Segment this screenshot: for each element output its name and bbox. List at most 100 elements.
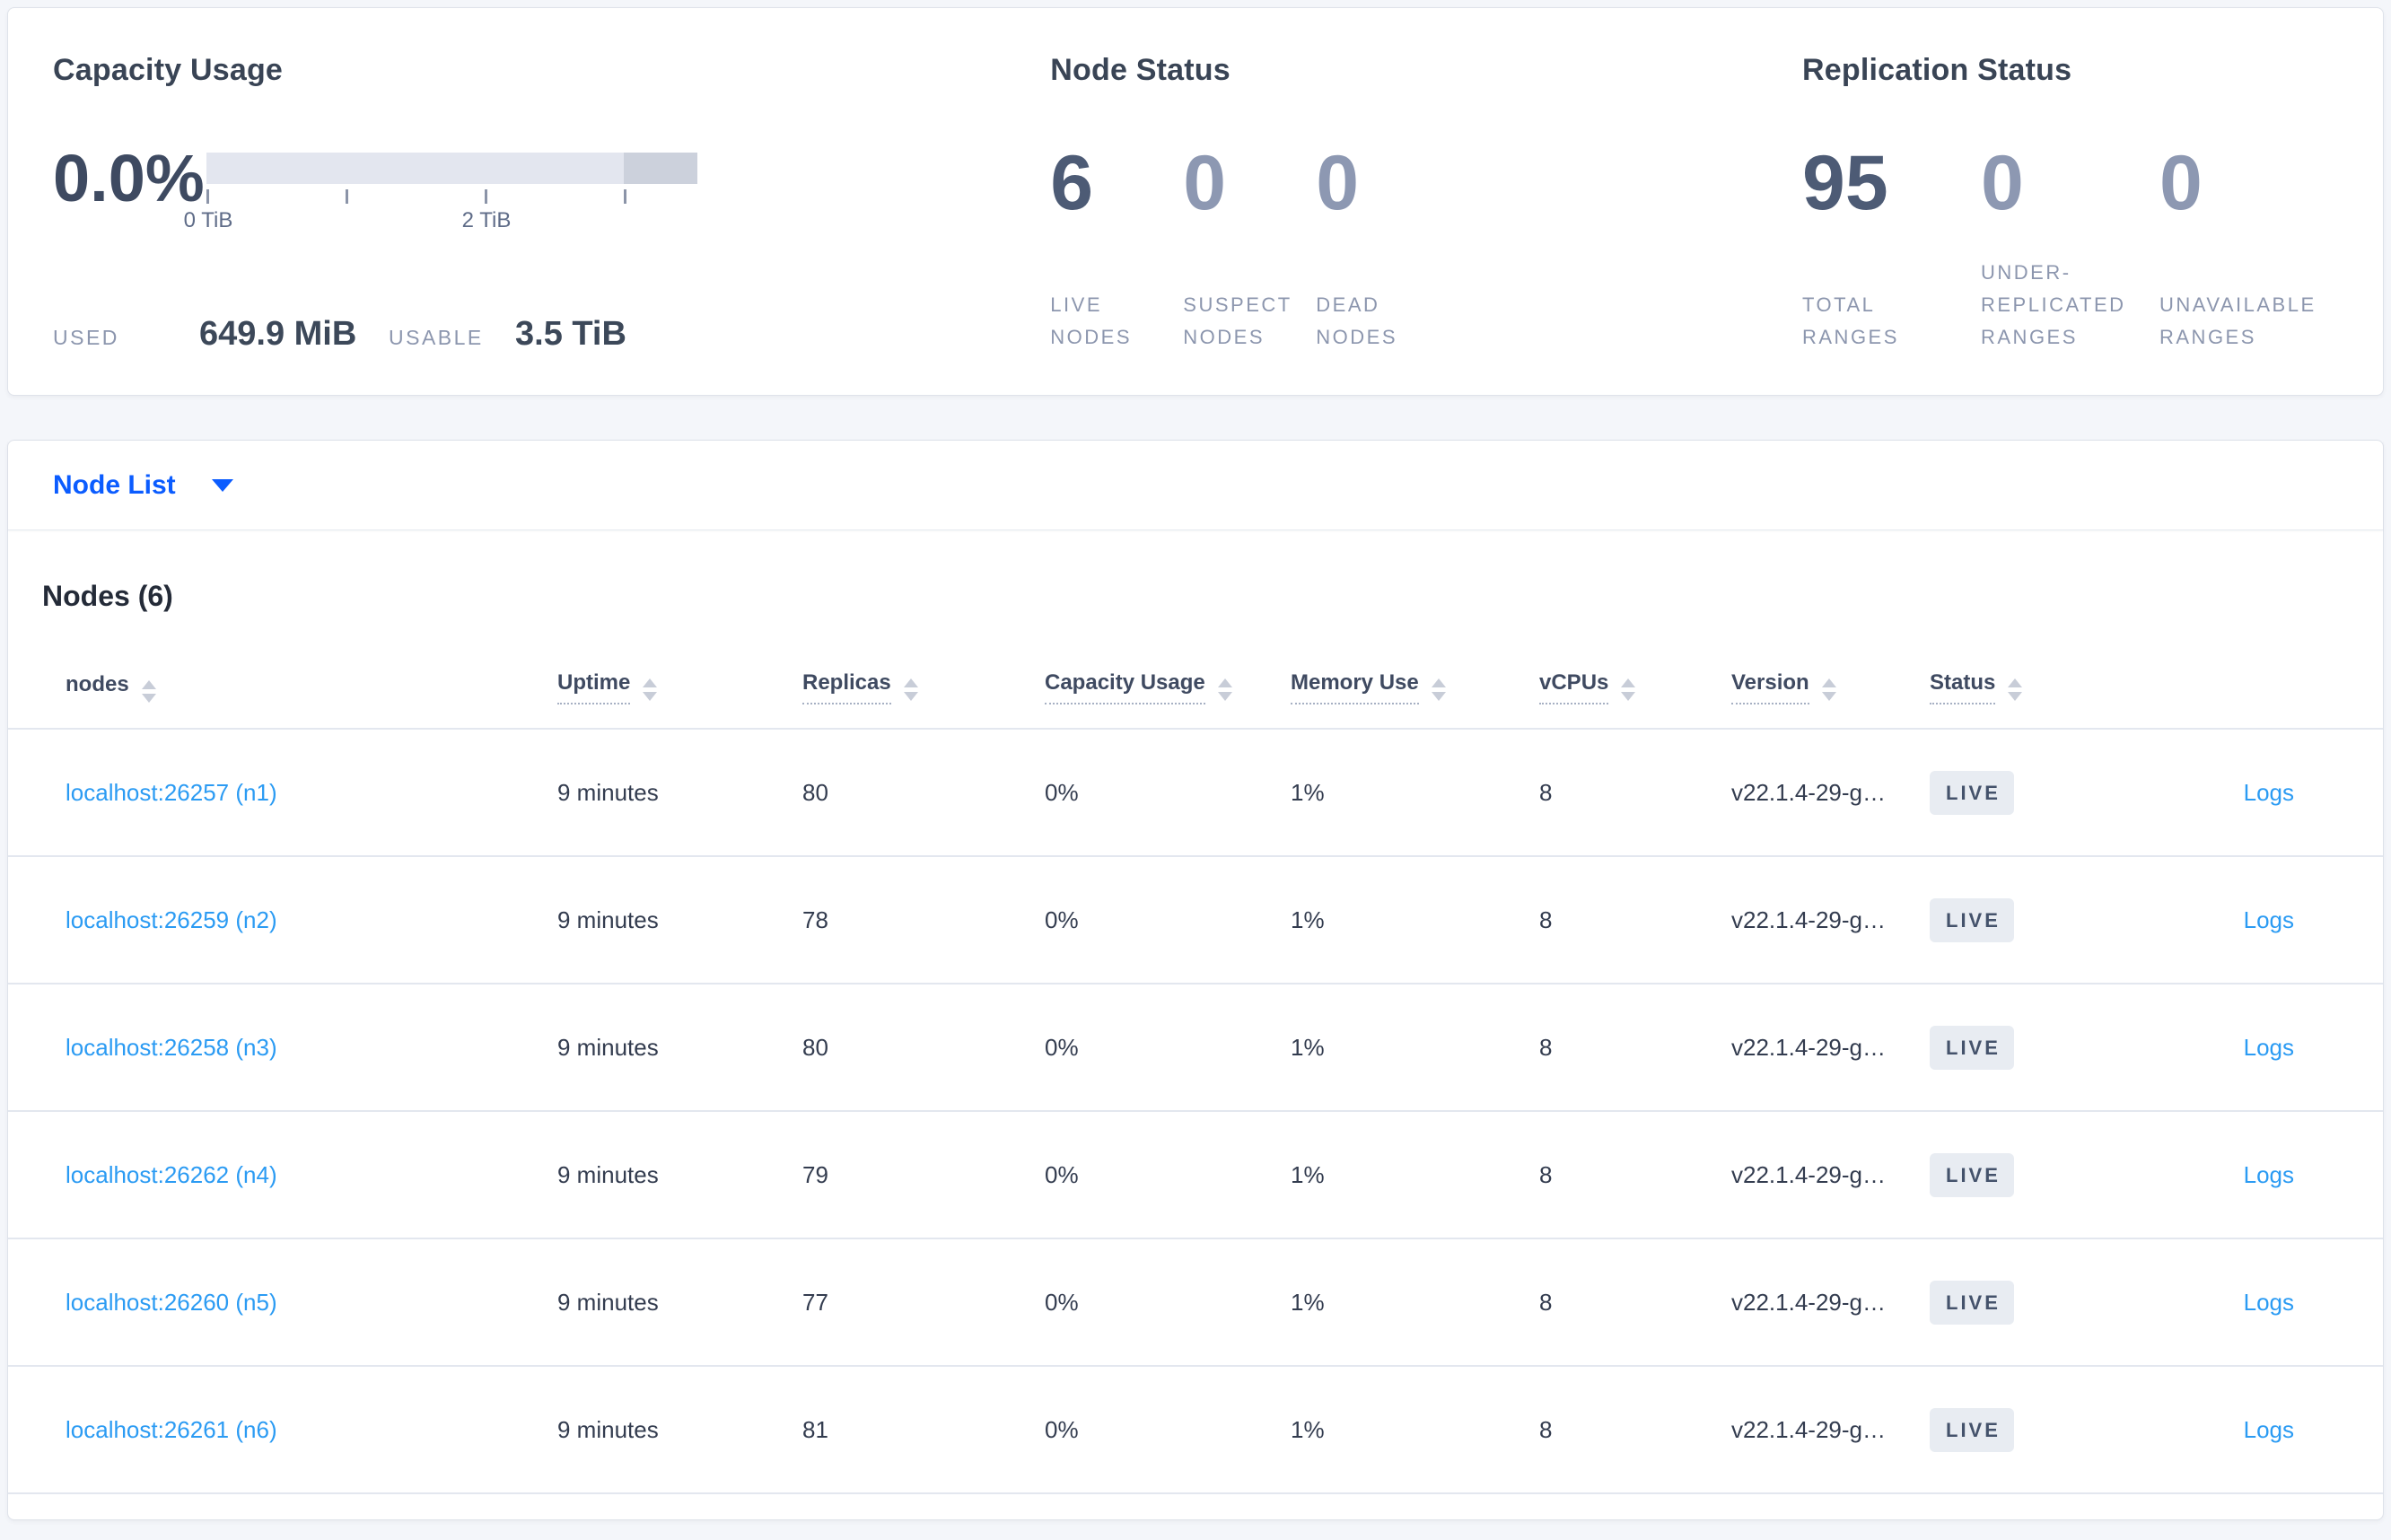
gauge-tick [485, 189, 487, 204]
logs-link[interactable]: Logs [2243, 906, 2294, 933]
gauge-tick-label: 2 TiB [461, 208, 512, 232]
node-list-card: Node List Nodes (6) nodes Uptime Replica… [7, 440, 2384, 1520]
replication-stat: 0 UNDER-REPLICATED RANGES [1981, 144, 2159, 354]
stat-label: UNAVAILABLE RANGES [2159, 293, 2317, 348]
sort-icon [1621, 678, 1636, 701]
node-address-link[interactable]: localhost:26257 (n1) [66, 778, 277, 806]
version-cell: v22.1.4-29-g… [1731, 1033, 1886, 1061]
table-row: localhost:26258 (n3) 9 minutes 80 0% 1% … [8, 984, 2383, 1112]
column-header-uptime[interactable]: Uptime [557, 670, 802, 704]
capacity-gauge-track [206, 153, 697, 184]
sort-icon [141, 680, 156, 703]
uptime-cell: 9 minutes [557, 778, 659, 806]
capacity-usage-cell: 0% [1045, 1415, 1079, 1443]
column-header-capacity-usage[interactable]: Capacity Usage [1045, 670, 1291, 704]
table-row: localhost:26261 (n6) 9 minutes 81 0% 1% … [8, 1367, 2383, 1494]
column-header-vcpus[interactable]: vCPUs [1539, 670, 1731, 704]
node-address-link[interactable]: localhost:26259 (n2) [66, 906, 277, 933]
column-header-memory-use[interactable]: Memory Use [1291, 670, 1539, 704]
version-cell: v22.1.4-29-g… [1731, 906, 1886, 933]
node-address-link[interactable]: localhost:26258 (n3) [66, 1033, 277, 1061]
column-header-version[interactable]: Version [1731, 670, 1930, 704]
nodes-table-body: localhost:26257 (n1) 9 minutes 80 0% 1% … [8, 730, 2383, 1494]
column-header-replicas[interactable]: Replicas [802, 670, 1045, 704]
replicas-cell: 80 [802, 1033, 828, 1061]
stat-label: SUSPECT NODES [1183, 293, 1292, 348]
capacity-usage-section: Capacity Usage 0.0% 0 TiB 2 TiB USED [53, 53, 1050, 353]
gauge-tick [206, 189, 209, 204]
stat-value: 0 [2159, 140, 2203, 226]
uptime-cell: 9 minutes [557, 1288, 659, 1316]
table-row: localhost:26260 (n5) 9 minutes 77 0% 1% … [8, 1239, 2383, 1367]
table-row: localhost:26259 (n2) 9 minutes 78 0% 1% … [8, 857, 2383, 984]
replicas-cell: 81 [802, 1415, 828, 1443]
replicas-cell: 78 [802, 906, 828, 933]
capacity-percent: 0.0% [53, 141, 205, 215]
table-row: localhost:26257 (n1) 9 minutes 80 0% 1% … [8, 730, 2383, 857]
logs-link[interactable]: Logs [2243, 1033, 2294, 1061]
sort-icon [903, 678, 918, 701]
cluster-summary-card: Capacity Usage 0.0% 0 TiB 2 TiB USED [7, 7, 2384, 396]
version-cell: v22.1.4-29-g… [1731, 1288, 1886, 1316]
status-badge: LIVE [1930, 897, 2014, 942]
capacity-usage-cell: 0% [1045, 906, 1079, 933]
gauge-tick [346, 189, 348, 204]
capacity-usage-cell: 0% [1045, 1160, 1079, 1188]
caret-down-icon [211, 478, 233, 492]
vcpus-cell: 8 [1539, 1160, 1553, 1188]
capacity-usage-cell: 0% [1045, 778, 1079, 806]
logs-link[interactable]: Logs [2243, 1288, 2294, 1316]
logs-link[interactable]: Logs [2243, 778, 2294, 806]
memory-use-cell: 1% [1291, 1415, 1325, 1443]
uptime-cell: 9 minutes [557, 1415, 659, 1443]
uptime-cell: 9 minutes [557, 1033, 659, 1061]
replicas-cell: 79 [802, 1160, 828, 1188]
node-address-link[interactable]: localhost:26262 (n4) [66, 1160, 277, 1188]
logs-link[interactable]: Logs [2243, 1415, 2294, 1443]
capacity-usage-title: Capacity Usage [53, 53, 284, 87]
stat-value: 0 [1981, 140, 2024, 226]
node-status-section: Node Status 6 LIVE NODES 0 SUSPECT NODES… [1050, 53, 1802, 350]
status-badge: LIVE [1930, 770, 2014, 815]
sort-icon [1821, 678, 1836, 701]
usable-value: 3.5 TiB [515, 315, 626, 353]
stat-value: 95 [1802, 140, 1888, 226]
sort-icon [1431, 678, 1446, 701]
nodes-table-header: nodes Uptime Replicas Capacity Usage Mem… [8, 670, 2383, 730]
replication-status-title: Replication Status [1802, 53, 2072, 87]
memory-use-cell: 1% [1291, 778, 1325, 806]
capacity-gauge-reserved-segment [624, 153, 697, 184]
usable-label: USABLE [389, 326, 484, 349]
stat-label: TOTAL RANGES [1802, 293, 1899, 348]
used-value: 649.9 MiB [199, 315, 357, 353]
memory-use-cell: 1% [1291, 906, 1325, 933]
version-cell: v22.1.4-29-g… [1731, 778, 1886, 806]
used-label: USED [53, 326, 119, 349]
node-address-link[interactable]: localhost:26260 (n5) [66, 1288, 277, 1316]
stat-label: DEAD NODES [1316, 293, 1398, 348]
node-list-dropdown-label: Node List [53, 469, 176, 500]
column-header-nodes[interactable]: nodes [66, 672, 557, 704]
replication-status-section: Replication Status 95 TOTAL RANGES 0 UND… [1802, 53, 2338, 350]
status-badge: LIVE [1930, 1407, 2014, 1452]
replication-stat: 95 TOTAL RANGES [1802, 144, 1981, 354]
node-status-title: Node Status [1050, 53, 1231, 87]
sort-icon [2008, 678, 2023, 701]
node-status-stat: 6 LIVE NODES [1050, 144, 1183, 354]
logs-link[interactable]: Logs [2243, 1160, 2294, 1188]
vcpus-cell: 8 [1539, 1288, 1553, 1316]
memory-use-cell: 1% [1291, 1288, 1325, 1316]
stat-label: UNDER-REPLICATED RANGES [1981, 261, 2126, 348]
vcpus-cell: 8 [1539, 1415, 1553, 1443]
column-header-status[interactable]: Status [1930, 670, 2172, 704]
uptime-cell: 9 minutes [557, 1160, 659, 1188]
node-list-dropdown[interactable]: Node List [53, 470, 233, 501]
table-row: localhost:26262 (n4) 9 minutes 79 0% 1% … [8, 1112, 2383, 1239]
node-address-link[interactable]: localhost:26261 (n6) [66, 1415, 277, 1443]
vcpus-cell: 8 [1539, 1033, 1553, 1061]
vcpus-cell: 8 [1539, 906, 1553, 933]
version-cell: v22.1.4-29-g… [1731, 1160, 1886, 1188]
replicas-cell: 77 [802, 1288, 828, 1316]
node-status-stat: 0 SUSPECT NODES [1183, 144, 1316, 354]
sort-icon [643, 678, 658, 701]
